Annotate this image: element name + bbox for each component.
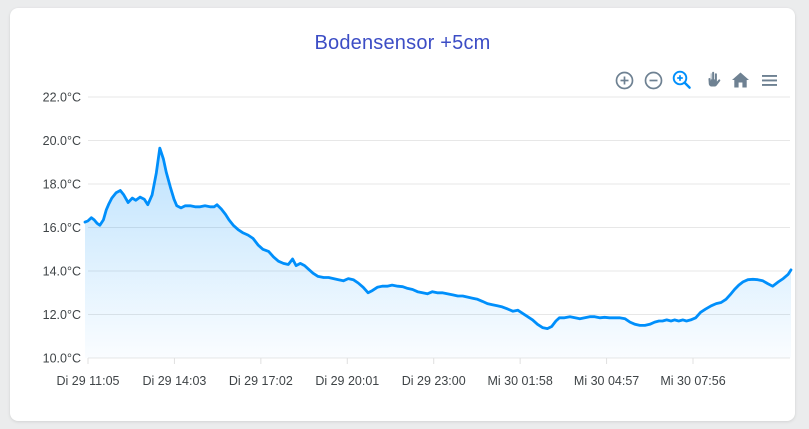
svg-text:Mi 30 07:56: Mi 30 07:56 [660,374,725,388]
home-icon[interactable] [728,68,752,92]
svg-text:Di 29 14:03: Di 29 14:03 [142,374,206,388]
svg-text:Di 29 23:00: Di 29 23:00 [402,374,466,388]
x-axis-ticks [87,358,694,364]
zoom-out-icon[interactable] [641,68,665,92]
svg-text:22.0°C: 22.0°C [43,91,81,105]
chart-title: Bodensensor +5cm [314,32,491,54]
svg-text:18.0°C: 18.0°C [43,178,81,192]
svg-text:16.0°C: 16.0°C [43,221,81,235]
series-line [83,146,793,330]
zoom-in-icon[interactable] [612,68,636,92]
selection-zoom-icon[interactable] [670,68,694,92]
svg-text:Di 29 20:01: Di 29 20:01 [315,374,379,388]
svg-text:20.0°C: 20.0°C [43,134,81,148]
pan-icon[interactable] [699,68,723,92]
svg-text:Di 29 17:02: Di 29 17:02 [229,374,293,388]
series-area-fill [85,148,791,358]
chart-plot-area[interactable]: 22.0°C 20.0°C 18.0°C 16.0°C 14.0°C 12.0°C 10.0… [10,8,795,421]
chart-toolbar [612,68,781,92]
svg-text:Mi 30 04:57: Mi 30 04:57 [574,374,639,388]
y-axis-labels: 22.0°C 20.0°C 18.0°C 16.0°C 14.0°C 12.0°C 10.0… [43,91,81,366]
svg-text:12.0°C: 12.0°C [43,308,81,322]
svg-text:Di 29 11:05: Di 29 11:05 [56,374,119,388]
x-axis-labels: Di 29 11:05 Di 29 14:03 Di 29 17:02 Di 29 2… [56,374,725,388]
menu-icon[interactable] [757,68,781,92]
svg-text:10.0°C: 10.0°C [43,352,81,366]
svg-text:Mi 30 01:58: Mi 30 01:58 [487,374,552,388]
chart-card: Bodensensor +5cm [10,8,795,421]
svg-text:14.0°C: 14.0°C [43,265,81,279]
